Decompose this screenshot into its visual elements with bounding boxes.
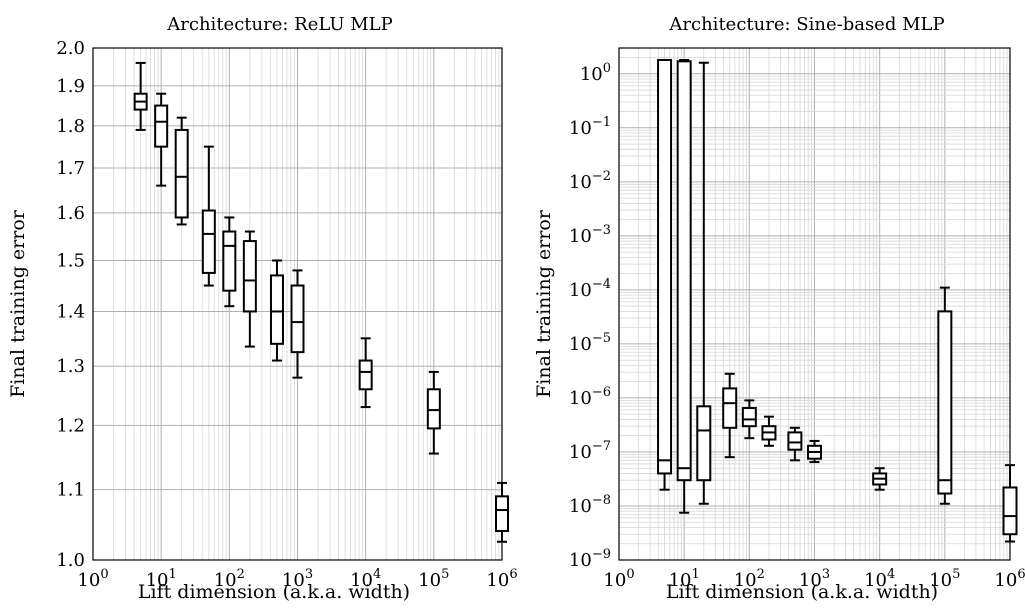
iqr-box [1002,486,1018,536]
left-box-plot [269,259,284,362]
right-box-plot [872,467,888,491]
left-box-plot [133,61,148,131]
right-x-tick-label: 104 [864,567,895,591]
left-y-tick-label: 2.0 [56,38,85,59]
right-chart-title: Architecture: Sine-based MLP [668,14,944,35]
left-box-plot [358,337,373,409]
right-y-tick-label: 10−7 [569,439,611,463]
iqr-box [242,240,257,313]
iqr-box [222,230,237,292]
right-y-tick-label: 10−6 [569,385,611,409]
iqr-box [201,209,216,274]
right-y-axis-label: Final training error [533,209,555,398]
right-x-tick-label: 103 [799,567,830,591]
right-y-tick-label: 10−9 [569,547,611,571]
left-chart-title: Architecture: ReLU MLP [166,14,392,35]
right-box-plot [657,58,673,491]
right-x-tick-label: 106 [994,567,1025,591]
left-y-tick-label: 1.3 [56,356,85,377]
left-box-plot [174,116,189,226]
right-x-tick-label: 100 [603,567,634,591]
right-x-tick-label: 105 [929,567,960,591]
right-y-tick-label: 100 [580,61,611,85]
left-x-tick-label: 104 [350,567,381,591]
left-x-tick-label: 106 [486,567,517,591]
iqr-box [696,405,712,482]
left-x-tick-label: 101 [146,567,177,591]
right-y-tick-label: 10−2 [569,169,611,193]
left-y-tick-label: 1.2 [56,415,85,436]
right-y-tick-label: 10−3 [569,223,611,247]
right-box-plot [722,372,738,459]
right-x-tick-label: 101 [669,567,700,591]
right-box-plot [761,415,777,447]
iqr-box [657,58,673,475]
left-y-tick-label: 1.9 [56,76,85,97]
left-box-plot [201,145,216,287]
left-y-tick-label: 1.5 [56,250,85,271]
left-box-plot [495,481,509,543]
left-plot-frame [92,47,503,561]
left-y-tick-label: 1.8 [56,116,85,137]
right-box-plot [807,439,822,464]
right-box-plot [787,426,803,462]
right-box-plot [741,399,757,440]
left-x-tick-label: 100 [77,567,108,591]
right-x-tick-label: 102 [734,567,765,591]
left-y-tick-label: 1.4 [56,301,85,322]
left-y-tick-label: 1.6 [56,203,85,224]
right-box-plot [696,61,712,505]
left-x-tick-label: 105 [418,567,449,591]
left-x-tick-label: 103 [282,567,313,591]
iqr-box [290,284,305,354]
left-x-tick-label: 102 [214,567,245,591]
left-box-plot [222,216,237,308]
left-y-tick-label: 1.0 [56,550,85,571]
iqr-box [154,104,169,148]
iqr-box [495,495,509,533]
iqr-box [358,359,373,391]
iqr-box [426,388,441,430]
right-box-plot [937,286,953,505]
left-y-tick-label: 1.7 [56,158,85,179]
iqr-box [937,310,953,495]
right-box-plot [676,58,692,514]
left-box-plot [242,230,257,348]
right-y-tick-label: 10−5 [569,331,611,355]
iqr-box [787,431,803,451]
right-plot-frame [618,47,1011,561]
left-box-plot [426,370,441,455]
relu-mlp-chart: Architecture: ReLU MLP Lift dimension (a… [7,14,518,603]
right-x-axis-label: Lift dimension (a.k.a. width) [666,581,938,603]
left-box-plot [290,269,305,379]
right-y-tick-label: 10−4 [569,277,611,301]
right-y-tick-label: 10−8 [569,493,611,517]
iqr-box [741,407,757,428]
iqr-box [722,387,738,429]
iqr-box [676,60,692,482]
left-box-plot [154,92,169,187]
sine-mlp-chart: Architecture: Sine-based MLP Lift dimens… [533,14,1025,603]
left-y-axis-label: Final training error [7,209,29,398]
left-x-axis-label: Lift dimension (a.k.a. width) [138,581,410,603]
iqr-box [174,128,189,219]
iqr-box [269,274,284,345]
right-box-plot [1002,464,1018,543]
left-y-tick-label: 1.1 [56,480,85,501]
right-y-tick-label: 10−1 [569,115,611,139]
